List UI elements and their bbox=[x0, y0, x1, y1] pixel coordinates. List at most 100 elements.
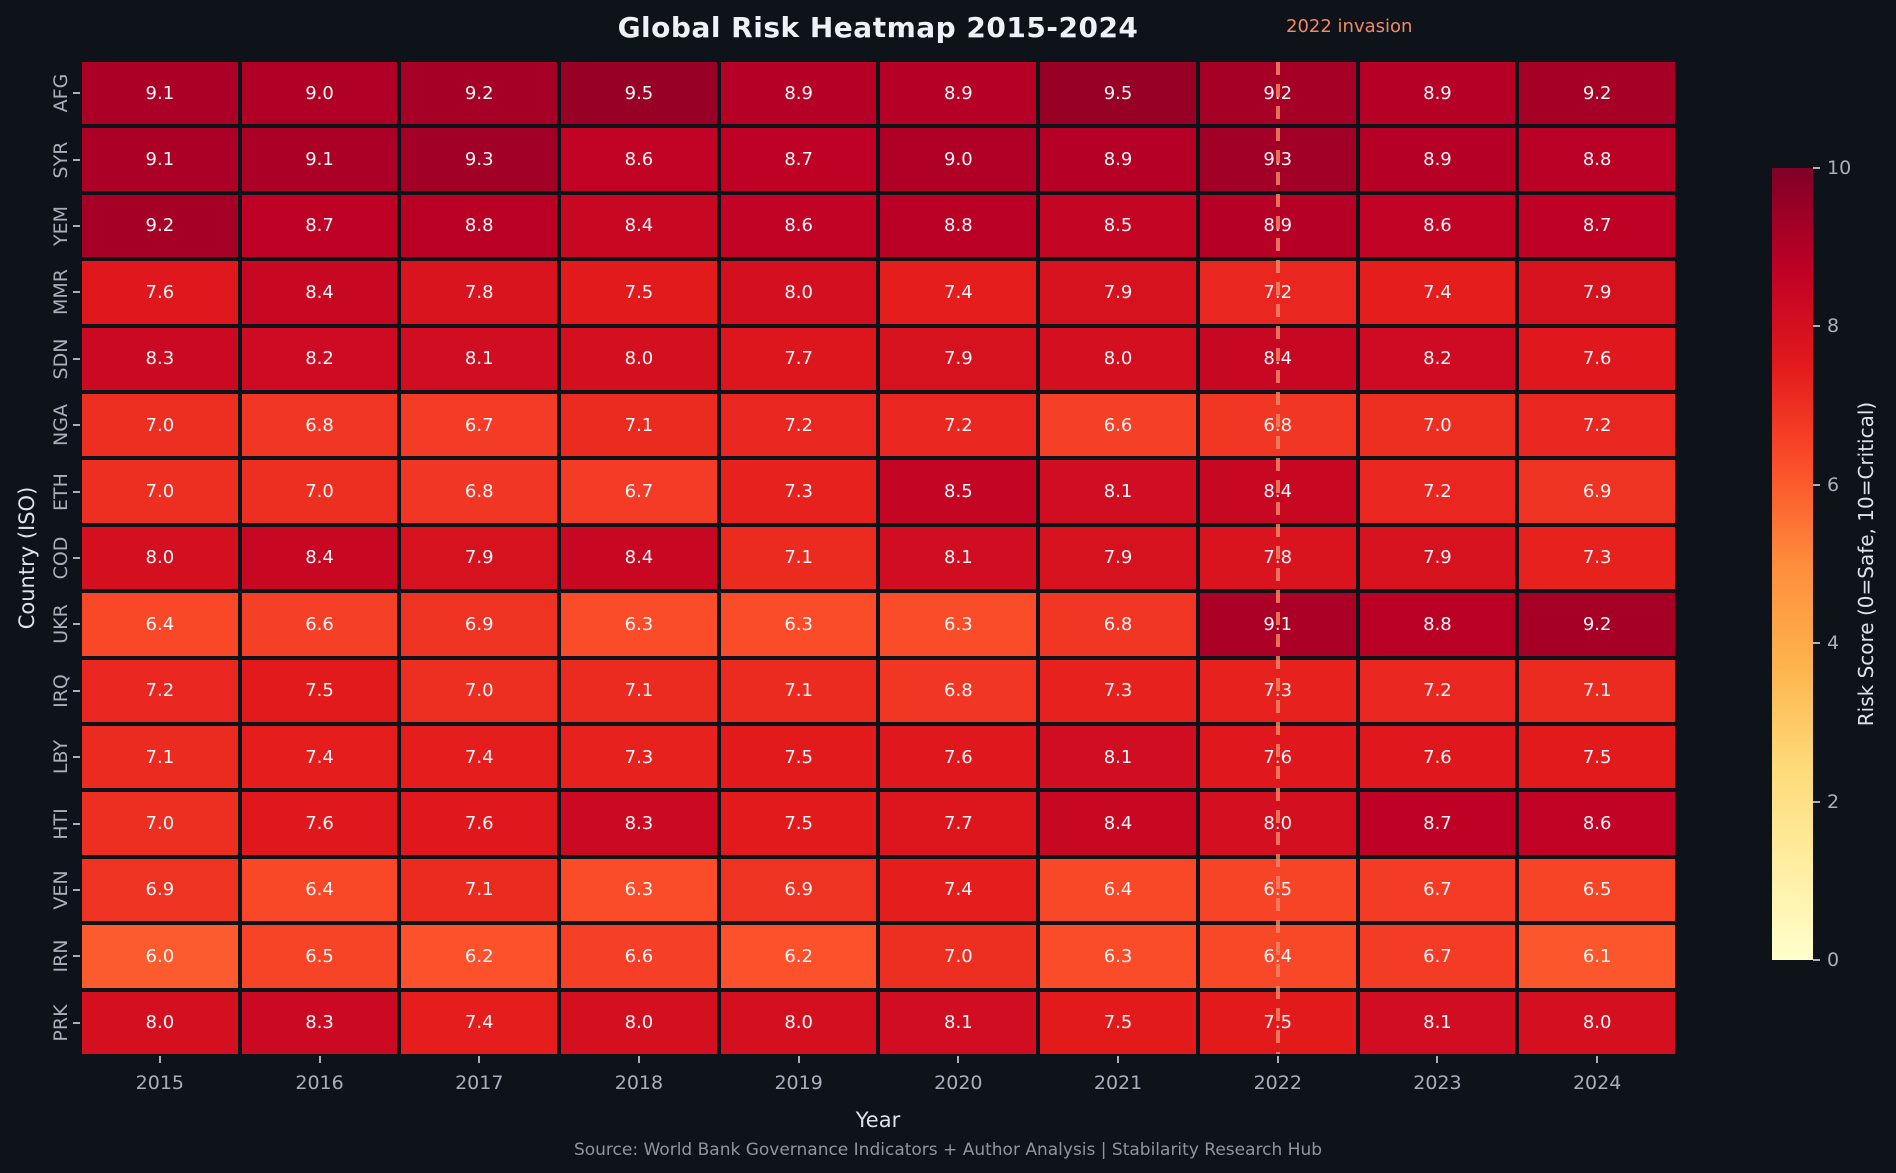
heatmap-cell: 7.9 bbox=[401, 526, 558, 590]
heatmap-cell: 7.5 bbox=[561, 261, 717, 324]
heatmap-cell: 8.4 bbox=[1199, 460, 1356, 523]
heatmap-cell: 8.2 bbox=[1359, 327, 1516, 390]
heatmap-cell: 7.0 bbox=[82, 460, 238, 523]
x-tick-label: 2024 bbox=[1572, 1072, 1622, 1094]
heatmap-cell: 6.0 bbox=[82, 925, 238, 988]
y-axis-label: Country (ISO) bbox=[15, 486, 39, 630]
heatmap-cell: 7.0 bbox=[82, 394, 238, 457]
heatmap-cell: 8.6 bbox=[720, 194, 877, 258]
heatmap-cell: 8.3 bbox=[561, 792, 717, 855]
heatmap-cell: 8.8 bbox=[1359, 593, 1516, 656]
heatmap-cell: 8.7 bbox=[1359, 792, 1516, 855]
colorbar-gradient bbox=[1772, 168, 1813, 960]
heatmap-cell: 8.9 bbox=[880, 62, 1037, 125]
chart-title: Global Risk Heatmap 2015-2024 bbox=[617, 11, 1139, 44]
heatmap-cell: 7.9 bbox=[1040, 526, 1196, 590]
x-tickmark bbox=[1596, 1056, 1599, 1063]
heatmap-cell: 8.1 bbox=[1040, 460, 1196, 523]
heatmap-cell: 7.7 bbox=[880, 792, 1037, 855]
colorbar-tick-label: 4 bbox=[1827, 632, 1840, 655]
colorbar-tickmark bbox=[1813, 167, 1820, 169]
source-credit: Source: World Bank Governance Indicators… bbox=[573, 1140, 1323, 1160]
y-tick-label: ETH bbox=[50, 472, 72, 511]
heatmap-cell: 7.2 bbox=[82, 659, 238, 722]
x-tick-label: 2020 bbox=[934, 1072, 983, 1094]
heatmap-cell: 6.2 bbox=[401, 925, 558, 988]
heatmap-cell: 8.0 bbox=[1040, 327, 1196, 390]
heatmap-cell: 7.4 bbox=[401, 991, 558, 1054]
heatmap-cell: 8.0 bbox=[561, 327, 717, 390]
heatmap-cell: 7.8 bbox=[1199, 526, 1356, 590]
y-tickmark bbox=[73, 158, 80, 161]
heatmap-cell: 6.3 bbox=[880, 593, 1037, 656]
heatmap-cell: 6.6 bbox=[241, 593, 398, 656]
x-tick-label: 2016 bbox=[295, 1072, 344, 1094]
heatmap-cell: 8.6 bbox=[561, 128, 717, 191]
heatmap-cell: 6.7 bbox=[1359, 858, 1516, 922]
heatmap-cell: 8.9 bbox=[1199, 194, 1356, 258]
heatmap-cell: 8.9 bbox=[1359, 62, 1516, 125]
heatmap-cell: 9.2 bbox=[82, 194, 238, 258]
y-tick-label: SDN bbox=[50, 338, 72, 380]
heatmap-cell: 6.3 bbox=[1040, 925, 1196, 988]
heatmap-cell: 6.9 bbox=[720, 858, 877, 922]
y-tick-label: PRK bbox=[50, 1004, 72, 1042]
y-tickmark bbox=[73, 92, 80, 95]
heatmap-cell: 6.6 bbox=[1040, 394, 1196, 457]
heatmap-cell: 6.1 bbox=[1519, 925, 1675, 988]
heatmap-cell: 6.9 bbox=[401, 593, 558, 656]
heatmap-cell: 6.2 bbox=[720, 925, 877, 988]
heatmap-cell: 8.7 bbox=[241, 194, 398, 258]
heatmap-cell: 7.5 bbox=[1040, 991, 1196, 1054]
x-tickmark bbox=[1276, 1056, 1279, 1063]
heatmap-cell: 8.1 bbox=[401, 327, 558, 390]
heatmap-cell: 9.0 bbox=[241, 62, 398, 125]
heatmap-cell: 7.3 bbox=[720, 460, 877, 523]
heatmap-cell: 7.6 bbox=[1199, 726, 1356, 789]
heatmap-cell: 6.7 bbox=[561, 460, 717, 523]
y-tick-label: AFG bbox=[50, 73, 72, 113]
heatmap-cell: 9.2 bbox=[1519, 593, 1675, 656]
heatmap-cell: 7.0 bbox=[401, 659, 558, 722]
heatmap-cell: 7.3 bbox=[1519, 526, 1675, 590]
colorbar-tickmark bbox=[1813, 800, 1820, 803]
heatmap-cell: 7.8 bbox=[401, 261, 558, 324]
heatmap-cell: 7.3 bbox=[561, 726, 717, 789]
heatmap-cell: 6.4 bbox=[1040, 858, 1196, 922]
heatmap-cell: 7.2 bbox=[1359, 659, 1516, 722]
heatmap-cell: 7.4 bbox=[880, 858, 1037, 922]
heatmap-cell: 7.5 bbox=[720, 726, 877, 789]
heatmap-cell: 9.5 bbox=[561, 62, 717, 125]
x-tick-label: 2015 bbox=[135, 1072, 185, 1094]
heatmap-cell: 7.6 bbox=[82, 261, 238, 324]
x-tick-label: 2021 bbox=[1093, 1072, 1143, 1094]
colorbar-tickmark bbox=[1813, 959, 1820, 961]
y-tickmark bbox=[73, 490, 80, 493]
colorbar-tick-label: 2 bbox=[1827, 790, 1840, 813]
heatmap-cell: 9.3 bbox=[401, 128, 558, 191]
heatmap-cell: 8.4 bbox=[561, 194, 717, 258]
heatmap-cell: 6.3 bbox=[561, 593, 717, 656]
colorbar-tickmark bbox=[1813, 642, 1820, 645]
heatmap-cell: 6.4 bbox=[1199, 925, 1356, 988]
y-tickmark bbox=[73, 357, 80, 360]
y-tickmark bbox=[73, 756, 80, 759]
heatmap-cell: 8.0 bbox=[1199, 792, 1356, 855]
heatmap-cell: 7.1 bbox=[561, 394, 717, 457]
heatmap-cell: 9.1 bbox=[241, 128, 398, 191]
heatmap-cell: 9.3 bbox=[1199, 128, 1356, 191]
heatmap-cell: 7.1 bbox=[720, 526, 877, 590]
heatmap-cell: 8.1 bbox=[880, 991, 1037, 1054]
heatmap-cell: 7.6 bbox=[1519, 327, 1675, 390]
x-tickmark bbox=[797, 1056, 800, 1063]
heatmap-cell: 6.6 bbox=[561, 925, 717, 988]
heatmap-cell: 7.5 bbox=[1199, 991, 1356, 1054]
heatmap-cell: 8.0 bbox=[720, 991, 877, 1054]
heatmap-cell: 7.9 bbox=[1359, 526, 1516, 590]
x-tickmark bbox=[158, 1056, 161, 1063]
x-tickmark bbox=[1117, 1056, 1120, 1063]
heatmap-cell: 7.5 bbox=[241, 659, 398, 722]
heatmap-cell: 8.4 bbox=[1199, 327, 1356, 390]
x-tick-label: 2022 bbox=[1253, 1072, 1302, 1094]
y-tickmark bbox=[73, 623, 80, 626]
